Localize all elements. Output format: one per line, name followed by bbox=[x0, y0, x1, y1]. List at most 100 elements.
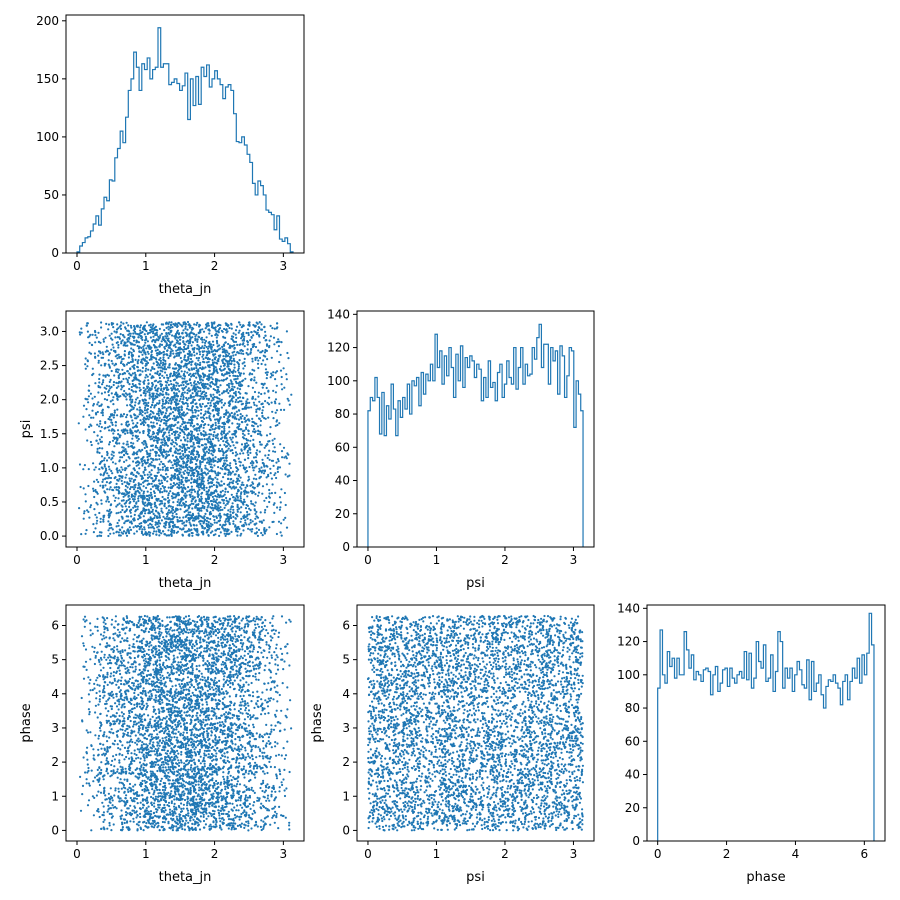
scatter-point bbox=[217, 504, 220, 507]
scatter-point bbox=[214, 356, 217, 359]
scatter-point bbox=[236, 377, 239, 380]
scatter-point bbox=[258, 400, 261, 403]
scatter-point bbox=[177, 410, 180, 413]
scatter-point bbox=[212, 408, 215, 412]
scatter-point bbox=[202, 353, 205, 356]
scatter-point bbox=[107, 406, 110, 409]
scatter-point bbox=[140, 335, 143, 338]
scatter-point bbox=[231, 436, 234, 439]
scatter-point bbox=[173, 460, 176, 463]
scatter-point bbox=[189, 495, 192, 498]
scatter-point bbox=[130, 347, 133, 350]
scatter-point bbox=[132, 506, 135, 509]
scatter-point bbox=[181, 348, 184, 351]
scatter-point bbox=[134, 332, 137, 335]
scatter-point bbox=[165, 337, 168, 340]
scatter-point bbox=[122, 454, 126, 457]
scatter-point bbox=[256, 432, 260, 436]
scatter-point bbox=[178, 368, 181, 371]
scatter-point bbox=[92, 487, 95, 490]
scatter-point bbox=[262, 462, 265, 465]
scatter-point bbox=[87, 510, 90, 513]
scatter-point bbox=[112, 396, 115, 399]
scatter-point bbox=[229, 346, 232, 349]
scatter-point bbox=[178, 516, 181, 519]
scatter-point bbox=[153, 479, 156, 482]
scatter-point bbox=[176, 504, 179, 507]
scatter-point bbox=[279, 369, 283, 372]
scatter-point bbox=[139, 369, 142, 372]
scatter-point bbox=[227, 411, 230, 414]
scatter-points bbox=[77, 320, 293, 538]
scatter-point bbox=[163, 433, 166, 436]
scatter-point bbox=[271, 327, 274, 330]
scatter-point bbox=[228, 395, 231, 398]
scatter-point bbox=[134, 401, 137, 404]
scatter-point bbox=[125, 416, 128, 419]
scatter-point bbox=[159, 445, 162, 448]
scatter-point bbox=[229, 478, 232, 481]
scatter-point bbox=[240, 417, 243, 420]
scatter-point bbox=[129, 409, 132, 412]
scatter-point bbox=[148, 511, 151, 515]
scatter-point bbox=[139, 483, 143, 486]
scatter-point bbox=[254, 517, 257, 520]
scatter-point bbox=[98, 451, 101, 454]
scatter-point bbox=[254, 358, 257, 361]
scatter-point bbox=[194, 506, 197, 509]
scatter-point bbox=[184, 425, 187, 429]
scatter-point bbox=[112, 494, 115, 497]
scatter-point bbox=[264, 400, 267, 403]
scatter-point bbox=[152, 356, 155, 359]
scatter-point bbox=[97, 359, 100, 362]
scatter-point bbox=[214, 418, 217, 421]
scatter-point bbox=[274, 378, 277, 381]
scatter-point bbox=[230, 327, 233, 330]
scatter-point bbox=[136, 450, 139, 453]
scatter-point bbox=[202, 397, 205, 400]
scatter-point bbox=[242, 529, 245, 532]
scatter-point bbox=[176, 430, 179, 433]
scatter-point bbox=[172, 352, 175, 355]
scatter-point bbox=[246, 510, 249, 514]
scatter-point bbox=[138, 374, 141, 377]
scatter-point bbox=[109, 400, 112, 403]
scatter-point bbox=[186, 471, 189, 474]
scatter-point bbox=[148, 391, 151, 394]
scatter-point bbox=[101, 447, 104, 450]
scatter-point bbox=[96, 410, 99, 414]
scatter-point bbox=[230, 387, 233, 391]
scatter-point bbox=[101, 409, 104, 412]
scatter-point bbox=[143, 446, 146, 450]
scatter-point bbox=[215, 361, 218, 365]
scatter-point bbox=[193, 380, 196, 383]
scatter-point bbox=[280, 375, 283, 379]
scatter-point bbox=[119, 415, 122, 418]
scatter-point bbox=[167, 529, 170, 532]
scatter-point bbox=[244, 377, 247, 380]
scatter-point bbox=[182, 460, 185, 464]
scatter-point bbox=[179, 356, 182, 360]
scatter-point bbox=[215, 486, 218, 489]
scatter-point bbox=[161, 407, 164, 410]
scatter-point bbox=[227, 447, 230, 450]
scatter-point bbox=[154, 386, 157, 389]
scatter-point bbox=[288, 462, 291, 465]
scatter-point bbox=[161, 502, 164, 505]
scatter-point bbox=[198, 325, 201, 328]
scatter-point bbox=[156, 526, 159, 529]
scatter-point bbox=[194, 337, 197, 340]
scatter-point bbox=[132, 379, 135, 382]
scatter-point bbox=[213, 361, 216, 364]
scatter-point bbox=[199, 381, 202, 384]
scatter-point bbox=[131, 434, 134, 437]
scatter-point bbox=[151, 392, 154, 395]
scatter-point bbox=[236, 479, 239, 482]
scatter-point bbox=[221, 508, 224, 511]
scatter-point bbox=[265, 377, 268, 380]
scatter-point bbox=[114, 336, 117, 339]
scatter-point bbox=[253, 369, 256, 372]
scatter-point bbox=[171, 417, 174, 420]
scatter-point bbox=[115, 525, 118, 528]
scatter-point bbox=[106, 453, 109, 457]
